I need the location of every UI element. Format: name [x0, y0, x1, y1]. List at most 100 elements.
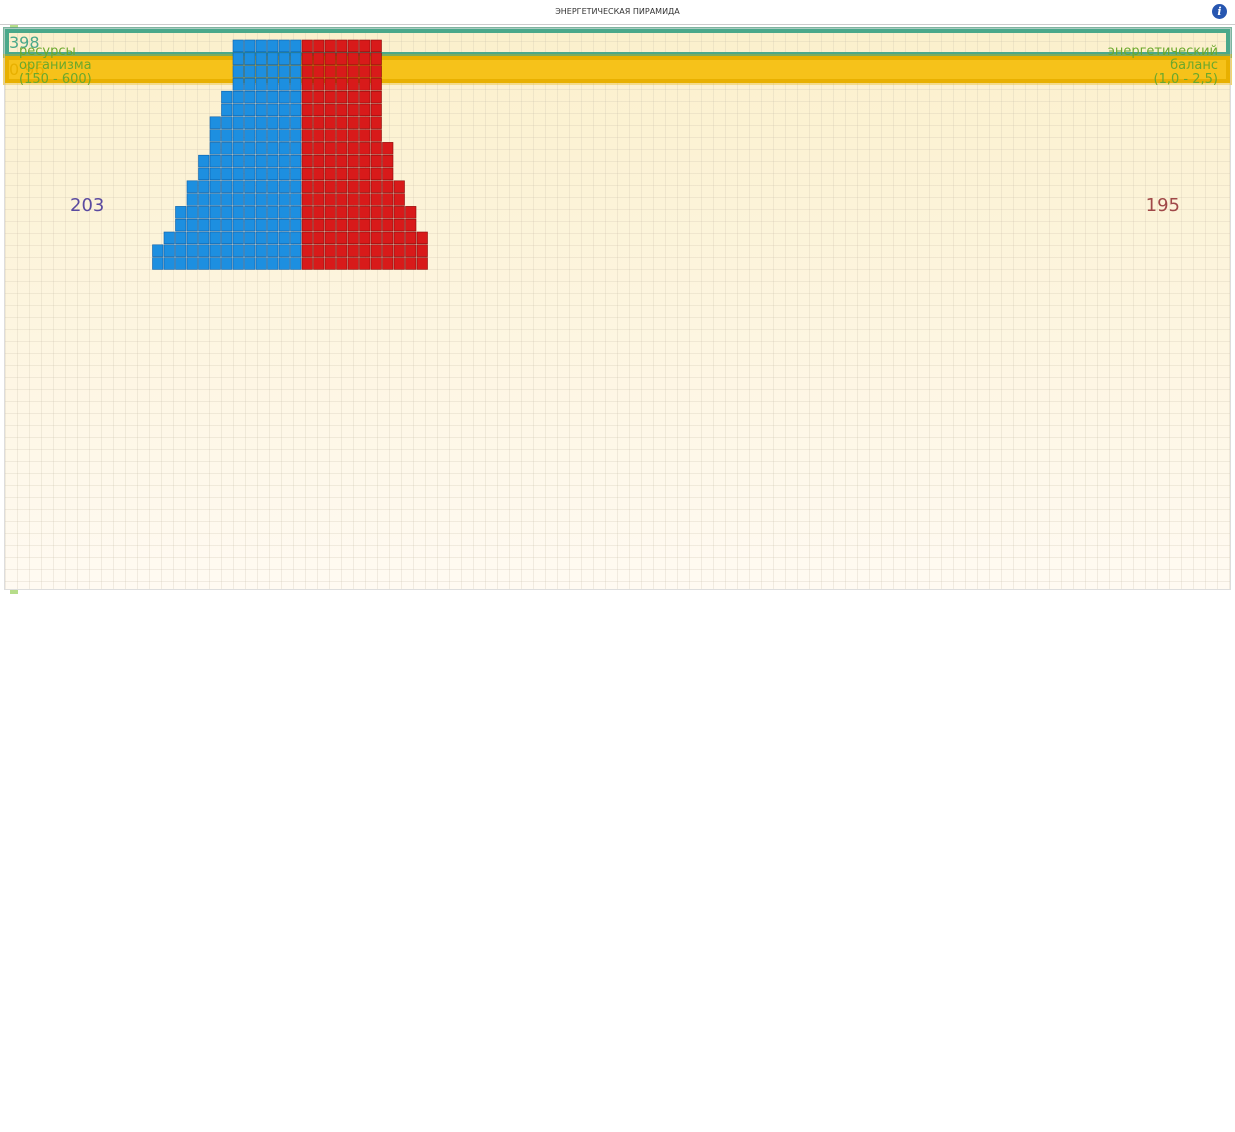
pyramid-cell: [336, 231, 348, 245]
pyramid-cell: [324, 218, 336, 232]
pyramid-cell: [313, 116, 325, 129]
label-line: организма: [19, 58, 92, 73]
pyramid-cell: [175, 231, 187, 245]
pyramid-cell: [198, 218, 210, 232]
pyramid-cell: [370, 218, 382, 232]
pyramid-cell: [336, 78, 348, 91]
label-line: энергетический: [1107, 44, 1218, 59]
gauge: 0,96: [5, 56, 1230, 83]
pyramid-cell: [232, 193, 244, 206]
pyramid-cell: [186, 231, 198, 245]
pyramid-cell: [163, 244, 175, 257]
pyramid-cell: [359, 218, 371, 232]
pyramid-cell: [290, 65, 302, 78]
pyramid-cell: [267, 231, 279, 245]
pyramid-cell: [336, 103, 348, 117]
pyramid-cell: [393, 180, 405, 193]
pyramid-cell: [152, 244, 164, 257]
pyramid-cell: [186, 180, 198, 193]
pyramid-cell: [175, 257, 187, 270]
pyramid-cell: [278, 103, 290, 117]
pyramid-cell: [232, 167, 244, 181]
pyramid-cell: [198, 244, 210, 257]
pyramid-cell: [359, 206, 371, 219]
pyramid-cell: [347, 218, 359, 232]
pyramid-cell: [370, 116, 382, 129]
graphic: [152, 39, 428, 270]
pyramid-cell: [290, 52, 302, 65]
pyramid-cell: [313, 206, 325, 219]
pyramid-cell: [198, 231, 210, 245]
pyramid-cell: [313, 193, 325, 206]
pyramid-cell: [301, 231, 313, 245]
pyramid-cell: [313, 103, 325, 117]
pyramid-cell: [290, 103, 302, 117]
pyramid-cell: [278, 167, 290, 181]
pyramid-cell: [232, 116, 244, 129]
pyramid-cell: [324, 180, 336, 193]
pyramid-cell: [336, 52, 348, 65]
pyramid-cell: [313, 142, 325, 155]
label-line: баланс: [1170, 58, 1218, 73]
pyramid-cell: [359, 65, 371, 78]
pyramid-cell: [186, 257, 198, 270]
pyramid-cell: [359, 90, 371, 104]
pyramid-cell: [336, 142, 348, 155]
pyramid-cell: [255, 180, 267, 193]
pyramid-cell: [301, 129, 313, 142]
pyramid-cell: [255, 90, 267, 104]
pyramid-cell: [255, 116, 267, 129]
pyramid-cell: [255, 142, 267, 155]
pyramid-cell: [232, 244, 244, 257]
pyramid-cell: [209, 142, 221, 155]
pyramid-cell: [405, 257, 417, 270]
pyramid-cell: [267, 206, 279, 219]
pyramid-cell: [347, 193, 359, 206]
pyramid-cell: [232, 90, 244, 104]
pyramid-cell: [209, 257, 221, 270]
pyramid-cell: [244, 90, 256, 104]
pyramid-cell: [278, 142, 290, 155]
right-value: 195: [1145, 195, 1180, 216]
pyramid-cell: [347, 52, 359, 65]
pyramid-cell: [221, 90, 233, 104]
pyramid-cell: [244, 206, 256, 219]
pyramid-cell: [244, 180, 256, 193]
pyramid-cell: [393, 257, 405, 270]
pyramid-cell: [290, 78, 302, 91]
panel-title: ЭНЕРГЕТИЧЕСКАЯ ПИРАМИДА: [0, 0, 1235, 25]
pyramid-cell: [370, 103, 382, 117]
pyramid-cell: [301, 90, 313, 104]
pyramid-cell: [221, 142, 233, 155]
pyramid-cell: [324, 116, 336, 129]
pyramid-cell: [221, 244, 233, 257]
pyramid-cell: [382, 167, 394, 181]
pyramid-cell: [382, 180, 394, 193]
pyramid-cell: [267, 244, 279, 257]
pyramid-cell: [347, 257, 359, 270]
pyramid-cell: [336, 129, 348, 142]
info-button[interactable]: i: [1212, 4, 1227, 19]
pyramid-cell: [324, 52, 336, 65]
pyramid-cell: [232, 154, 244, 168]
pyramid-cell: [416, 244, 428, 257]
pyramid-cell: [324, 78, 336, 91]
pyramid-cell: [244, 218, 256, 232]
label-line: (1,0 - 2,5): [1153, 72, 1218, 87]
pyramid-cell: [382, 218, 394, 232]
pyramid-cell: [267, 193, 279, 206]
pyramid-cell: [324, 103, 336, 117]
pyramid-cell: [313, 39, 325, 53]
pyramid-cell: [267, 154, 279, 168]
pyramid-cell: [221, 103, 233, 117]
pyramid-cell: [278, 206, 290, 219]
pyramid-cell: [370, 180, 382, 193]
pyramid-cell: [278, 39, 290, 53]
pyramid-cell: [221, 231, 233, 245]
pyramid-cell: [336, 180, 348, 193]
pyramid-cell: [336, 90, 348, 104]
pyramid-cell: [359, 39, 371, 53]
pyramid-cell: [267, 129, 279, 142]
